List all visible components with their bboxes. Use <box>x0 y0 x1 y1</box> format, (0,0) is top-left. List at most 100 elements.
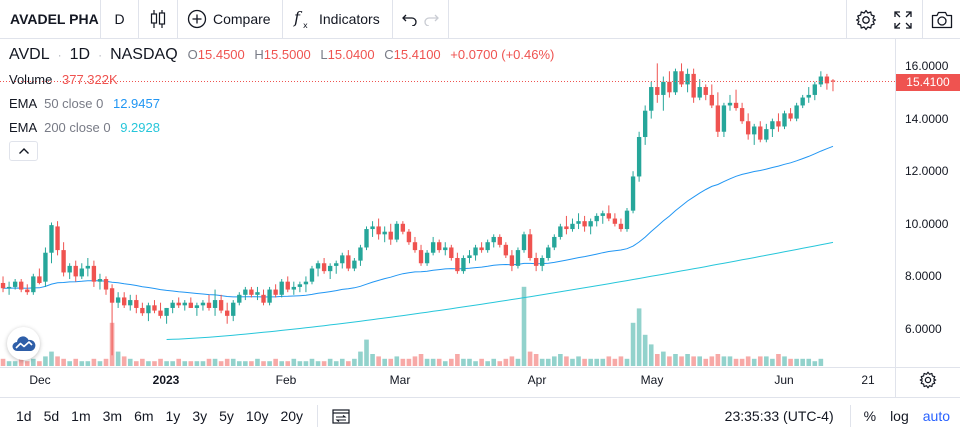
range-button-10y[interactable]: 10y <box>245 407 269 424</box>
ema50-legend[interactable]: EMA 50 close 0 12.9457 <box>9 96 160 111</box>
volume-bar <box>6 361 12 366</box>
undo-icon[interactable] <box>401 12 418 26</box>
range-button-5y[interactable]: 5y <box>219 407 234 424</box>
volume-bar <box>812 361 818 366</box>
last-price-tag: 15.4100 <box>896 73 960 91</box>
candle-body <box>697 87 702 98</box>
ema200-value: 9.2928 <box>120 120 160 135</box>
range-button-6m[interactable]: 6m <box>134 407 154 424</box>
compare-button[interactable]: Compare <box>178 0 283 39</box>
ema200-label: EMA <box>9 120 37 135</box>
volume-bar <box>73 358 79 366</box>
price-chart[interactable] <box>0 39 895 367</box>
candle-body <box>61 250 66 273</box>
interval-button[interactable]: D <box>101 0 139 39</box>
indicators-button[interactable]: f x Indicators <box>283 0 393 39</box>
fullscreen-button[interactable] <box>884 0 922 39</box>
candle-body <box>685 73 690 85</box>
volume-bar <box>97 361 103 366</box>
candle-body <box>655 87 660 95</box>
volume-legend[interactable]: Volume 377.322K <box>9 72 118 87</box>
top-toolbar: AVADEL PHA D Compare f x Indicators <box>0 0 960 39</box>
candle-body <box>97 279 103 282</box>
volume-bar <box>55 356 60 366</box>
volume-bar <box>588 358 593 366</box>
range-button-5d[interactable]: 5d <box>43 407 60 424</box>
volume-bar <box>697 356 702 366</box>
volume-bar <box>491 358 497 366</box>
candle-body <box>321 263 327 272</box>
candle-body <box>158 310 163 316</box>
candle-body <box>449 247 454 258</box>
legend-collapse-button[interactable] <box>9 141 38 161</box>
candle-body <box>497 236 502 245</box>
chart-legend: AVDL · 1D · NASDAQ O15.4500 H15.5000 L15… <box>9 46 560 64</box>
high-value: 15.5000 <box>263 47 311 62</box>
volume-bar <box>648 344 654 366</box>
auto-toggle[interactable]: auto <box>922 407 950 424</box>
candle-body <box>649 87 654 111</box>
volume-bar <box>115 351 121 366</box>
camera-icon <box>931 11 952 28</box>
candlestick-icon <box>150 10 166 28</box>
volume-bar <box>230 358 236 366</box>
volume-bar <box>212 358 218 366</box>
settings-button[interactable] <box>846 0 884 39</box>
candle-body <box>279 281 284 295</box>
chart-style-button[interactable] <box>139 0 178 39</box>
legend-symbol: AVDL <box>9 46 50 63</box>
log-toggle[interactable]: log <box>890 407 909 424</box>
high-label: H <box>254 47 264 62</box>
volume-bar <box>121 356 127 366</box>
candle-body <box>594 215 599 222</box>
low-value: 15.0400 <box>327 47 375 62</box>
candle-body <box>6 286 12 289</box>
volume-bar <box>461 358 466 366</box>
toolbar-right <box>846 0 960 39</box>
candle-body <box>600 213 605 216</box>
volume-bar <box>449 358 454 366</box>
volume-bar <box>612 358 618 366</box>
volume-bar <box>12 361 18 366</box>
range-button-1m[interactable]: 1m <box>71 407 91 424</box>
volume-bar <box>806 358 812 366</box>
candle-body <box>521 234 527 251</box>
candle-body <box>721 105 727 132</box>
range-button-1y[interactable]: 1y <box>165 407 181 424</box>
volume-bar <box>539 358 545 366</box>
range-button-20y[interactable]: 20y <box>280 407 304 424</box>
volume-bar <box>140 358 145 366</box>
price-axis-label: 16.0000 <box>905 59 949 73</box>
volume-bar <box>164 361 169 366</box>
cloud-logo-icon <box>12 335 35 351</box>
candle-body <box>243 289 248 295</box>
range-button-3m[interactable]: 3m <box>102 407 123 424</box>
volume-bar <box>751 358 757 366</box>
candle-body <box>103 279 109 290</box>
goto-date-button[interactable] <box>326 408 356 424</box>
tradingview-logo-button[interactable] <box>7 327 40 360</box>
time-axis-label: Feb <box>275 373 297 387</box>
volume-bar <box>703 358 709 366</box>
volume-bar <box>176 358 182 366</box>
axis-settings-button[interactable] <box>919 371 937 394</box>
volume-bar <box>388 358 394 366</box>
symbol-search[interactable]: AVADEL PHA <box>0 0 101 39</box>
candle-body <box>188 302 194 308</box>
volume-bar <box>412 356 418 366</box>
low-label: L <box>320 47 328 62</box>
candle-body <box>642 110 648 138</box>
candle-body <box>703 87 708 95</box>
volume-bar <box>364 339 369 366</box>
redo-icon[interactable] <box>423 12 440 26</box>
range-button-1d[interactable]: 1d <box>16 407 32 424</box>
volume-bar <box>727 356 733 366</box>
candle-body <box>540 257 545 266</box>
snapshot-button[interactable] <box>922 0 960 39</box>
ema200-legend[interactable]: EMA 200 close 0 9.2928 <box>9 120 160 135</box>
candle-body <box>758 126 763 140</box>
percent-toggle[interactable]: % <box>863 407 877 424</box>
candle-body <box>273 289 278 295</box>
range-button-3y[interactable]: 3y <box>192 407 208 424</box>
candle-body <box>467 255 472 258</box>
